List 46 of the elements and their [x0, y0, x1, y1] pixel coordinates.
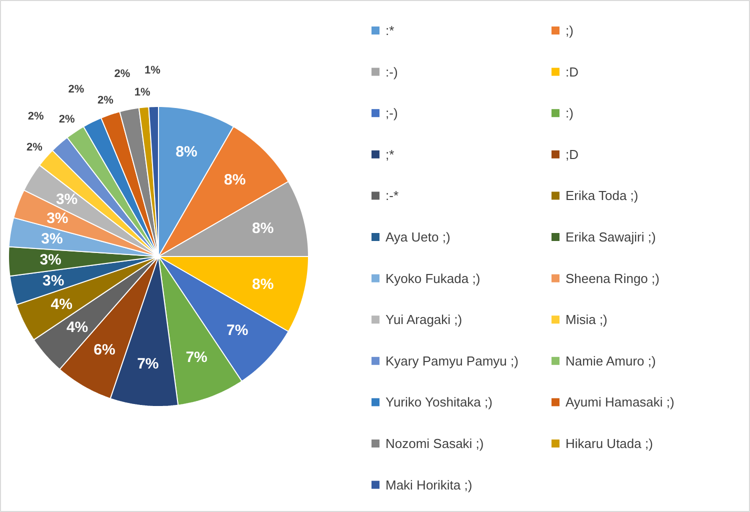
legend-label: Maki Horikita ;) — [386, 477, 472, 492]
data-label: 4% — [50, 296, 72, 313]
legend-label: Aya Ueto ;) — [386, 230, 450, 244]
legend-label: :-* — [386, 188, 398, 204]
data-label: 2% — [58, 113, 75, 126]
data-label: 8% — [176, 144, 198, 161]
legend-label: Namie Amuro ;) — [566, 353, 656, 368]
legend-label: ;) — [566, 23, 574, 38]
legend-label: :) — [566, 106, 574, 121]
legend-label: ;* — [386, 146, 394, 162]
legend-label: ;-) — [386, 106, 398, 121]
legend-label: :* — [386, 23, 394, 38]
legend-label: Ayumi Hamasaki ;) — [566, 394, 674, 410]
legend-label: :-) — [386, 64, 398, 80]
data-label: 8% — [252, 276, 274, 293]
legend-label: Erika Toda ;) — [566, 188, 638, 204]
legend-label: Kyary Pamyu Pamyu ;) — [386, 353, 518, 368]
data-label: 2% — [114, 68, 130, 80]
data-label: 7% — [137, 355, 159, 372]
data-label: 8% — [252, 220, 274, 238]
legend-label: Sheena Ringo ;) — [566, 270, 660, 286]
data-label: 2% — [28, 110, 44, 123]
legend-label: Yuriko Yoshitaka ;) — [386, 394, 492, 410]
data-label: 6% — [94, 342, 116, 359]
data-label: 3% — [42, 272, 64, 290]
data-label: 3% — [40, 252, 62, 269]
legend-label: Nozomi Sasaki ;) — [386, 436, 484, 451]
legend-label: Kyoko Fukada ;) — [386, 270, 480, 286]
data-label: 1% — [144, 64, 161, 77]
legend-label: ;D — [566, 146, 578, 162]
data-label: 2% — [98, 94, 114, 106]
legend-label: Erika Sawajiri ;) — [566, 230, 656, 244]
data-label: 2% — [26, 142, 43, 154]
legend-label: Misia ;) — [566, 312, 608, 328]
legend-label: :D — [566, 64, 578, 80]
legend-label: Hikaru Utada ;) — [566, 436, 653, 451]
data-label: 3% — [41, 230, 63, 248]
data-label: 3% — [56, 190, 78, 208]
data-label: 2% — [68, 84, 84, 96]
data-label: 3% — [46, 210, 68, 227]
data-label: 7% — [226, 322, 248, 339]
data-label: 1% — [134, 86, 150, 98]
data-label: 8% — [224, 172, 246, 189]
legend-label: Yui Aragaki ;) — [386, 312, 462, 328]
data-label: 4% — [66, 319, 88, 336]
data-label: 7% — [186, 349, 208, 366]
